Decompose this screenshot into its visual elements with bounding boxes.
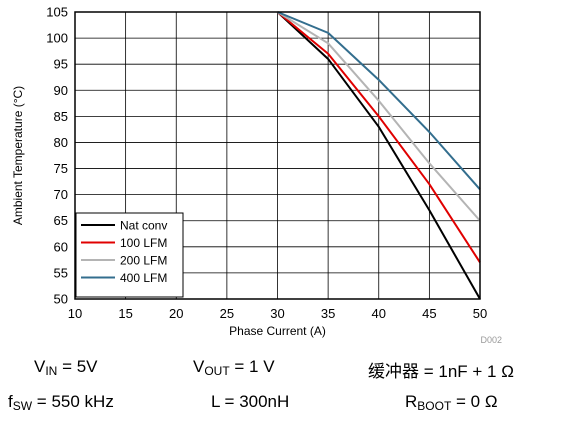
x-tick-label: 20 [169,306,183,321]
vin-condition: VIN = 5V [34,357,98,378]
rboot-symbol: R [405,392,418,411]
x-tick-label: 25 [220,306,234,321]
series-layer [276,11,481,300]
vin-value: = 5V [57,357,98,376]
snubber-value: = 1nF + 1 Ω [419,362,514,381]
x-tick-label: 35 [321,306,335,321]
x-tick-label: 50 [473,306,487,321]
y-axis-title: Ambient Temperature (°C) [11,86,25,225]
x-tick-label: 40 [372,306,386,321]
vin-subscript: IN [45,364,58,378]
tick-labels: 10 15 20 25 30 35 40 45 50 50 55 60 65 70 75 80 85 90 95 10… [46,5,487,322]
x-tick-label: 15 [118,306,132,321]
vout-value: = 1 V [229,357,275,376]
y-tick-label: 100 [46,31,68,46]
y-tick-label: 80 [54,135,68,150]
x-axis-title: Phase Current (A) [229,324,326,338]
plot-frame [74,11,481,300]
vout-subscript: OUT [204,364,230,378]
x-tick-label: 30 [270,306,284,321]
y-tick-label: 65 [54,213,68,228]
fsw-symbol: f [8,392,13,411]
rboot-condition: RBOOT = 0 Ω [405,392,498,413]
y-tick-label: 75 [54,161,68,176]
y-tick-label: 85 [54,109,68,124]
chart: 10 15 20 25 30 35 40 45 50 50 55 60 65 70 75 80 85 90 95 10… [11,5,502,346]
fsw-subscript: SW [12,399,33,413]
vout-symbol: V [193,357,205,376]
vin-symbol: V [34,357,46,376]
y-tick-label: 55 [54,265,68,280]
vout-condition: VOUT = 1 V [193,357,275,378]
rboot-subscript: BOOT [417,399,452,413]
figure-id: D002 [480,335,502,345]
x-tick-label: 10 [68,306,82,321]
legend: Nat conv 100 LFM 200 LFM 400 LFM [75,212,184,298]
y-tick-label: 70 [54,187,68,202]
y-tick-label: 105 [46,5,68,20]
x-tick-label: 45 [422,306,436,321]
fsw-condition: fSW = 550 kHz [8,392,114,413]
rboot-value: = 0 Ω [451,392,498,411]
y-tick-label: 95 [54,57,68,72]
legend-label: Nat conv [120,219,167,233]
y-tick-label: 60 [54,239,68,254]
legend-label: 400 LFM [120,271,167,285]
legend-label: 200 LFM [120,254,167,268]
y-tick-label: 50 [54,292,68,307]
snubber-label: 缓冲器 [368,362,419,382]
legend-box [75,212,184,298]
fsw-value: = 550 kHz [32,392,114,411]
snubber-condition: 缓冲器 = 1nF + 1 Ω [368,357,514,382]
inductor-condition: L = 300nH [211,392,289,412]
inductor-value: L = 300nH [211,392,290,411]
y-tick-label: 90 [54,83,68,98]
legend-label: 100 LFM [120,236,167,250]
